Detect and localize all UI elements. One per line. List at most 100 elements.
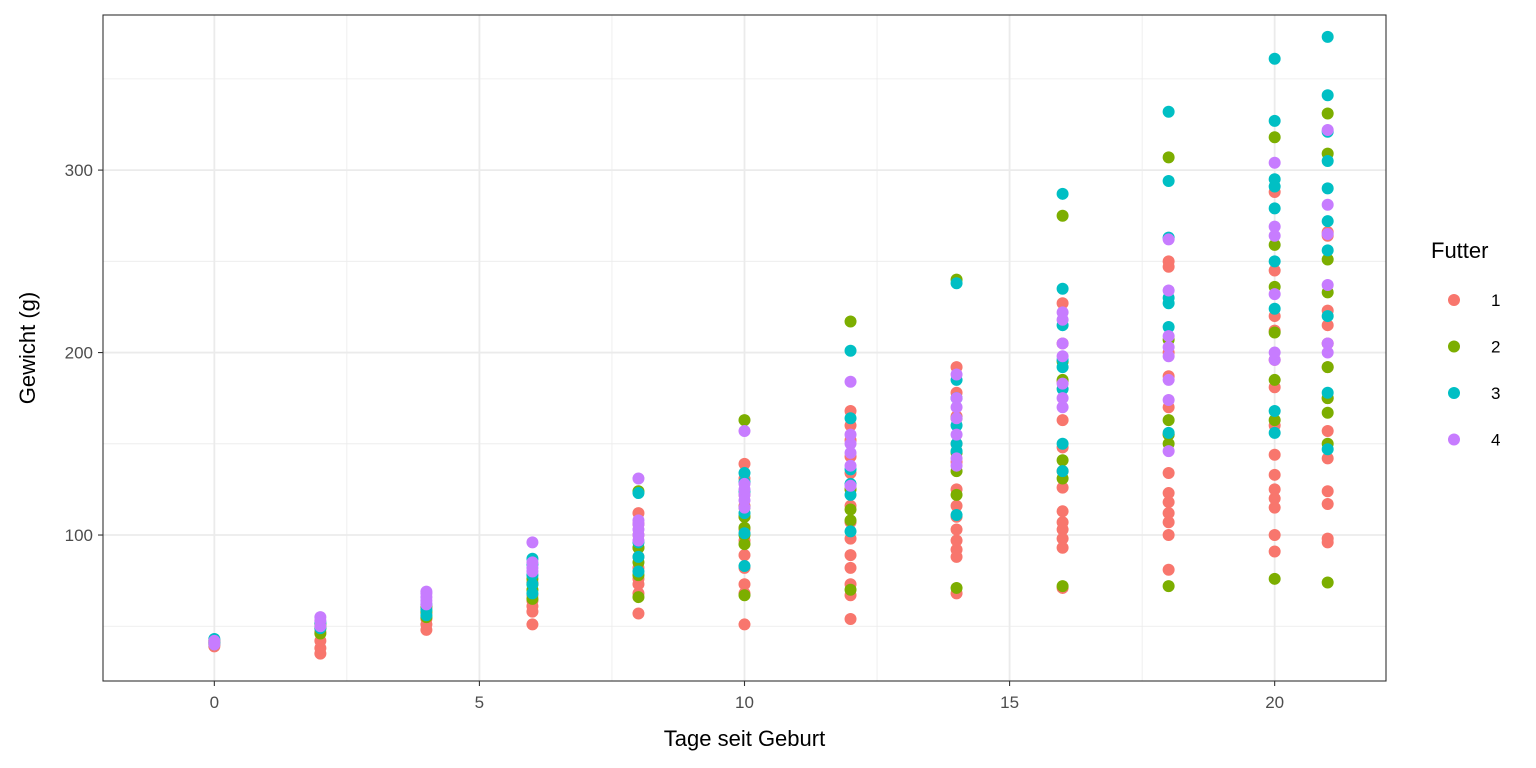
data-point-futter-1 — [1321, 425, 1334, 438]
data-point-futter-2 — [1321, 107, 1334, 120]
data-point-futter-4 — [950, 392, 963, 405]
data-point-futter-3 — [1268, 302, 1281, 315]
legend-key-1 — [1448, 294, 1460, 306]
data-point-futter-4 — [950, 452, 963, 465]
y-tick-label: 200 — [65, 344, 93, 363]
data-point-futter-4 — [632, 472, 645, 485]
data-point-futter-1 — [950, 543, 963, 556]
data-point-futter-1 — [1056, 532, 1069, 545]
data-point-futter-3 — [1056, 187, 1069, 200]
data-point-futter-4 — [1056, 337, 1069, 350]
legend: Futter 1 2 3 4 — [1431, 238, 1500, 450]
data-point-futter-2 — [844, 583, 857, 596]
data-point-futter-3 — [1321, 30, 1334, 43]
data-point-futter-3 — [950, 508, 963, 521]
data-point-futter-4 — [1162, 445, 1175, 458]
data-point-futter-3 — [1162, 321, 1175, 334]
data-point-futter-4 — [950, 368, 963, 381]
data-point-futter-3 — [1268, 202, 1281, 215]
data-point-futter-4 — [314, 611, 327, 624]
data-point-futter-4 — [844, 437, 857, 450]
legend-items: 1 2 3 4 — [1448, 291, 1500, 450]
data-point-futter-2 — [1321, 253, 1334, 266]
data-point-futter-1 — [738, 618, 751, 631]
data-point-futter-2 — [1162, 580, 1175, 593]
legend-key-2 — [1448, 340, 1460, 353]
data-point-futter-1 — [1162, 529, 1175, 542]
data-point-futter-1 — [1268, 483, 1281, 496]
legend-label-4: 4 — [1491, 431, 1500, 450]
data-point-futter-2 — [1321, 406, 1334, 419]
data-point-futter-1 — [1162, 563, 1175, 576]
data-point-futter-1 — [1162, 516, 1175, 529]
data-point-futter-2 — [844, 315, 857, 328]
data-point-futter-4 — [1162, 284, 1175, 297]
data-point-futter-3 — [844, 488, 857, 501]
data-point-futter-2 — [844, 514, 857, 527]
data-point-futter-4 — [1056, 306, 1069, 319]
data-point-futter-4 — [1056, 392, 1069, 405]
data-point-futter-1 — [1056, 414, 1069, 427]
data-point-futter-2 — [1321, 361, 1334, 374]
data-point-futter-4 — [738, 425, 751, 438]
data-point-futter-1 — [1268, 545, 1281, 558]
data-point-futter-1 — [1268, 501, 1281, 514]
data-point-futter-2 — [1268, 373, 1281, 386]
data-point-futter-4 — [844, 428, 857, 441]
data-point-futter-1 — [1162, 487, 1175, 500]
data-point-futter-3 — [1321, 154, 1334, 167]
data-point-futter-4 — [526, 556, 539, 569]
data-point-futter-2 — [950, 581, 963, 594]
data-point-futter-4 — [1268, 220, 1281, 233]
data-point-futter-3 — [632, 565, 645, 578]
y-tick-label: 300 — [65, 161, 93, 180]
legend-label-1: 1 — [1491, 291, 1500, 310]
data-point-futter-2 — [1056, 580, 1069, 593]
data-point-futter-3 — [738, 527, 751, 540]
data-point-futter-2 — [738, 538, 751, 551]
data-point-futter-3 — [632, 487, 645, 500]
data-point-futter-2 — [1056, 209, 1069, 222]
data-point-futter-1 — [1268, 264, 1281, 277]
data-point-futter-1 — [844, 561, 857, 574]
x-tick-label: 15 — [1000, 693, 1019, 712]
data-point-futter-3 — [526, 587, 539, 600]
data-point-futter-3 — [738, 560, 751, 573]
data-point-futter-3 — [844, 412, 857, 425]
data-point-futter-4 — [1268, 229, 1281, 242]
data-point-futter-2 — [1321, 576, 1334, 589]
data-point-futter-3 — [1321, 182, 1334, 195]
data-point-futter-1 — [1162, 496, 1175, 509]
y-tick-label: 100 — [65, 526, 93, 545]
data-point-futter-4 — [1162, 341, 1175, 354]
data-point-futter-2 — [950, 488, 963, 501]
data-point-futter-1 — [1056, 541, 1069, 554]
data-point-futter-4 — [1162, 233, 1175, 246]
data-point-futter-2 — [738, 414, 751, 427]
data-point-futter-1 — [1321, 532, 1334, 545]
data-point-futter-4 — [1321, 337, 1334, 350]
data-point-futter-4 — [1268, 156, 1281, 169]
data-point-futter-4 — [950, 401, 963, 414]
data-point-futter-1 — [1162, 507, 1175, 520]
data-point-futter-1 — [738, 549, 751, 562]
data-point-futter-4 — [1056, 377, 1069, 390]
data-point-futter-4 — [950, 428, 963, 441]
x-tick-label: 0 — [210, 693, 219, 712]
data-point-futter-1 — [950, 534, 963, 547]
legend-title: Futter — [1431, 238, 1488, 263]
data-point-futter-1 — [1162, 255, 1175, 268]
data-point-futter-3 — [1162, 426, 1175, 439]
data-point-futter-2 — [844, 503, 857, 516]
data-point-futter-1 — [1321, 485, 1334, 498]
legend-label-2: 2 — [1491, 338, 1500, 357]
data-point-futter-3 — [1321, 244, 1334, 257]
data-point-futter-1 — [738, 578, 751, 591]
data-point-futter-1 — [1321, 498, 1334, 511]
data-point-futter-1 — [738, 457, 751, 470]
data-point-futter-4 — [632, 514, 645, 527]
data-point-futter-4 — [1321, 123, 1334, 136]
data-point-futter-2 — [738, 589, 751, 602]
data-point-futter-2 — [1056, 454, 1069, 467]
data-point-futter-2 — [1268, 326, 1281, 339]
